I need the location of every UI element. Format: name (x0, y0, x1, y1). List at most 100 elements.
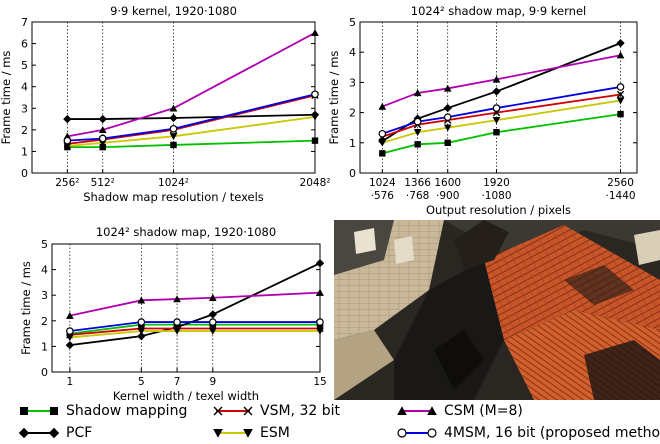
data-point (169, 104, 178, 112)
y-tick-label: 6 (21, 38, 28, 51)
data-point (316, 318, 324, 326)
data-point (169, 113, 178, 123)
y-axis-label: Frame time / ms (0, 51, 13, 145)
data-point (443, 103, 452, 113)
series-5 (63, 28, 319, 140)
series-6 (66, 318, 324, 335)
data-point (208, 310, 217, 319)
legend-label: 4MSM, 16 bit (proposed method) (444, 425, 660, 441)
data-point (137, 296, 146, 304)
x-tick-label: 2048² (300, 177, 331, 189)
series-6 (378, 83, 625, 138)
chart-title: 1024² shadow map, 1920·1080 (96, 225, 276, 239)
y-tick-label: 1 (349, 137, 356, 150)
data-point (137, 318, 146, 326)
data-point (311, 90, 319, 99)
data-point (98, 134, 107, 143)
data-point (169, 124, 178, 133)
series-5 (66, 288, 324, 319)
data-point (616, 97, 625, 105)
data-point (443, 113, 452, 121)
series-4 (378, 97, 625, 147)
series-5 (378, 51, 625, 110)
data-point (63, 136, 72, 145)
plot-frame (359, 21, 638, 174)
data-point (616, 38, 625, 48)
series-4 (63, 113, 319, 150)
x-tick-label: ·1440 (606, 190, 636, 202)
y-tick-label: 3 (41, 289, 48, 302)
series-line (69, 291, 321, 317)
data-point (616, 51, 625, 59)
x-tick-label: 5 (138, 376, 145, 388)
y-tick-label: 4 (21, 81, 28, 94)
legend-swatch (20, 407, 58, 415)
plot-frame (31, 21, 316, 174)
x-tick-label: 256² (55, 177, 79, 189)
plot-frame (51, 243, 321, 373)
series-4 (66, 327, 324, 342)
data-point (98, 114, 107, 124)
data-point (316, 327, 324, 335)
series-6 (63, 90, 319, 145)
x-tick-label: 1600 (434, 177, 461, 189)
legend-marker (18, 427, 30, 439)
y-axis-label: Frame time / ms (327, 51, 341, 145)
legend-label: Shadow mapping (66, 403, 188, 419)
legend-marker (213, 406, 223, 416)
render-screenshot (334, 220, 660, 400)
data-point (443, 124, 452, 132)
legend-marker (48, 427, 60, 439)
x-tick-label: 15 (313, 376, 326, 388)
data-point (315, 259, 325, 268)
data-point (173, 295, 181, 303)
series-line (67, 94, 316, 145)
y-tick-label: 1 (21, 145, 28, 158)
data-point (616, 83, 625, 91)
data-point (492, 116, 501, 124)
data-point (208, 293, 217, 301)
legend-label: ESM (260, 425, 290, 441)
y-tick-label: 2 (41, 315, 48, 328)
x-tick-label: ·768 (406, 190, 429, 202)
x-tick-label: 9 (209, 376, 216, 388)
x-tick-label: ·576 (371, 190, 395, 202)
data-point (378, 102, 387, 110)
legend-marker (243, 406, 253, 416)
data-point (414, 141, 421, 148)
data-point (170, 141, 177, 149)
data-point (316, 288, 324, 296)
data-point (443, 84, 452, 92)
chart-1: 0 1 2 3 4 5 6 7 256² 512² 1024² 2048² 9·9 kernel, 19… (0, 4, 330, 204)
x-axis-label: Shadow map resolution / texels (83, 190, 264, 204)
y-tick-label: 5 (41, 238, 48, 251)
legend-label: PCF (66, 425, 93, 441)
chart-title: 1024² shadow map, 9·9 kernel (411, 4, 586, 18)
series-line (67, 116, 316, 147)
legend-label: VSM, 32 bit (260, 403, 340, 419)
data-point (66, 334, 74, 342)
x-tick-label: 1366 (404, 177, 431, 189)
series-line (67, 93, 316, 142)
y-tick-label: 3 (21, 102, 28, 115)
data-point (413, 129, 422, 137)
legend-marker (397, 406, 407, 415)
y-axis-label: Frame time / ms (19, 261, 33, 355)
legend-marker (427, 428, 437, 438)
data-point (99, 143, 106, 151)
x-tick-label: ·1080 (481, 190, 511, 202)
chart-title: 9·9 kernel, 1920·1080 (110, 4, 237, 18)
y-tick-label: 0 (349, 167, 356, 180)
data-point (209, 318, 217, 326)
x-tick-label: 1 (67, 376, 74, 388)
x-axis-label: Output resolution / pixels (426, 203, 571, 217)
y-tick-label: 2 (21, 124, 28, 137)
legend-marker (397, 428, 407, 438)
y-tick-label: 5 (349, 16, 356, 29)
data-point (492, 75, 501, 83)
data-point (63, 142, 72, 150)
legend-label: CSM (M=8) (444, 403, 523, 419)
data-point (413, 89, 422, 97)
data-point (63, 114, 72, 124)
